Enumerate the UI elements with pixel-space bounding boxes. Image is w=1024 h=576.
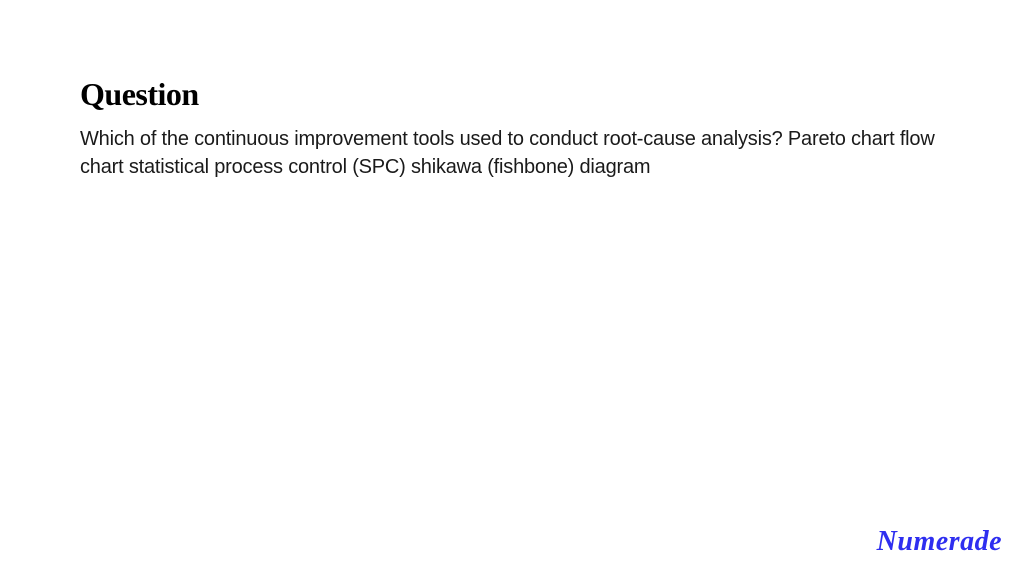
question-heading: Question <box>80 76 944 113</box>
question-container: Question Which of the continuous improve… <box>0 0 1024 181</box>
question-body: Which of the continuous improvement tool… <box>80 125 944 181</box>
brand-logo: Numerade <box>877 526 1002 558</box>
